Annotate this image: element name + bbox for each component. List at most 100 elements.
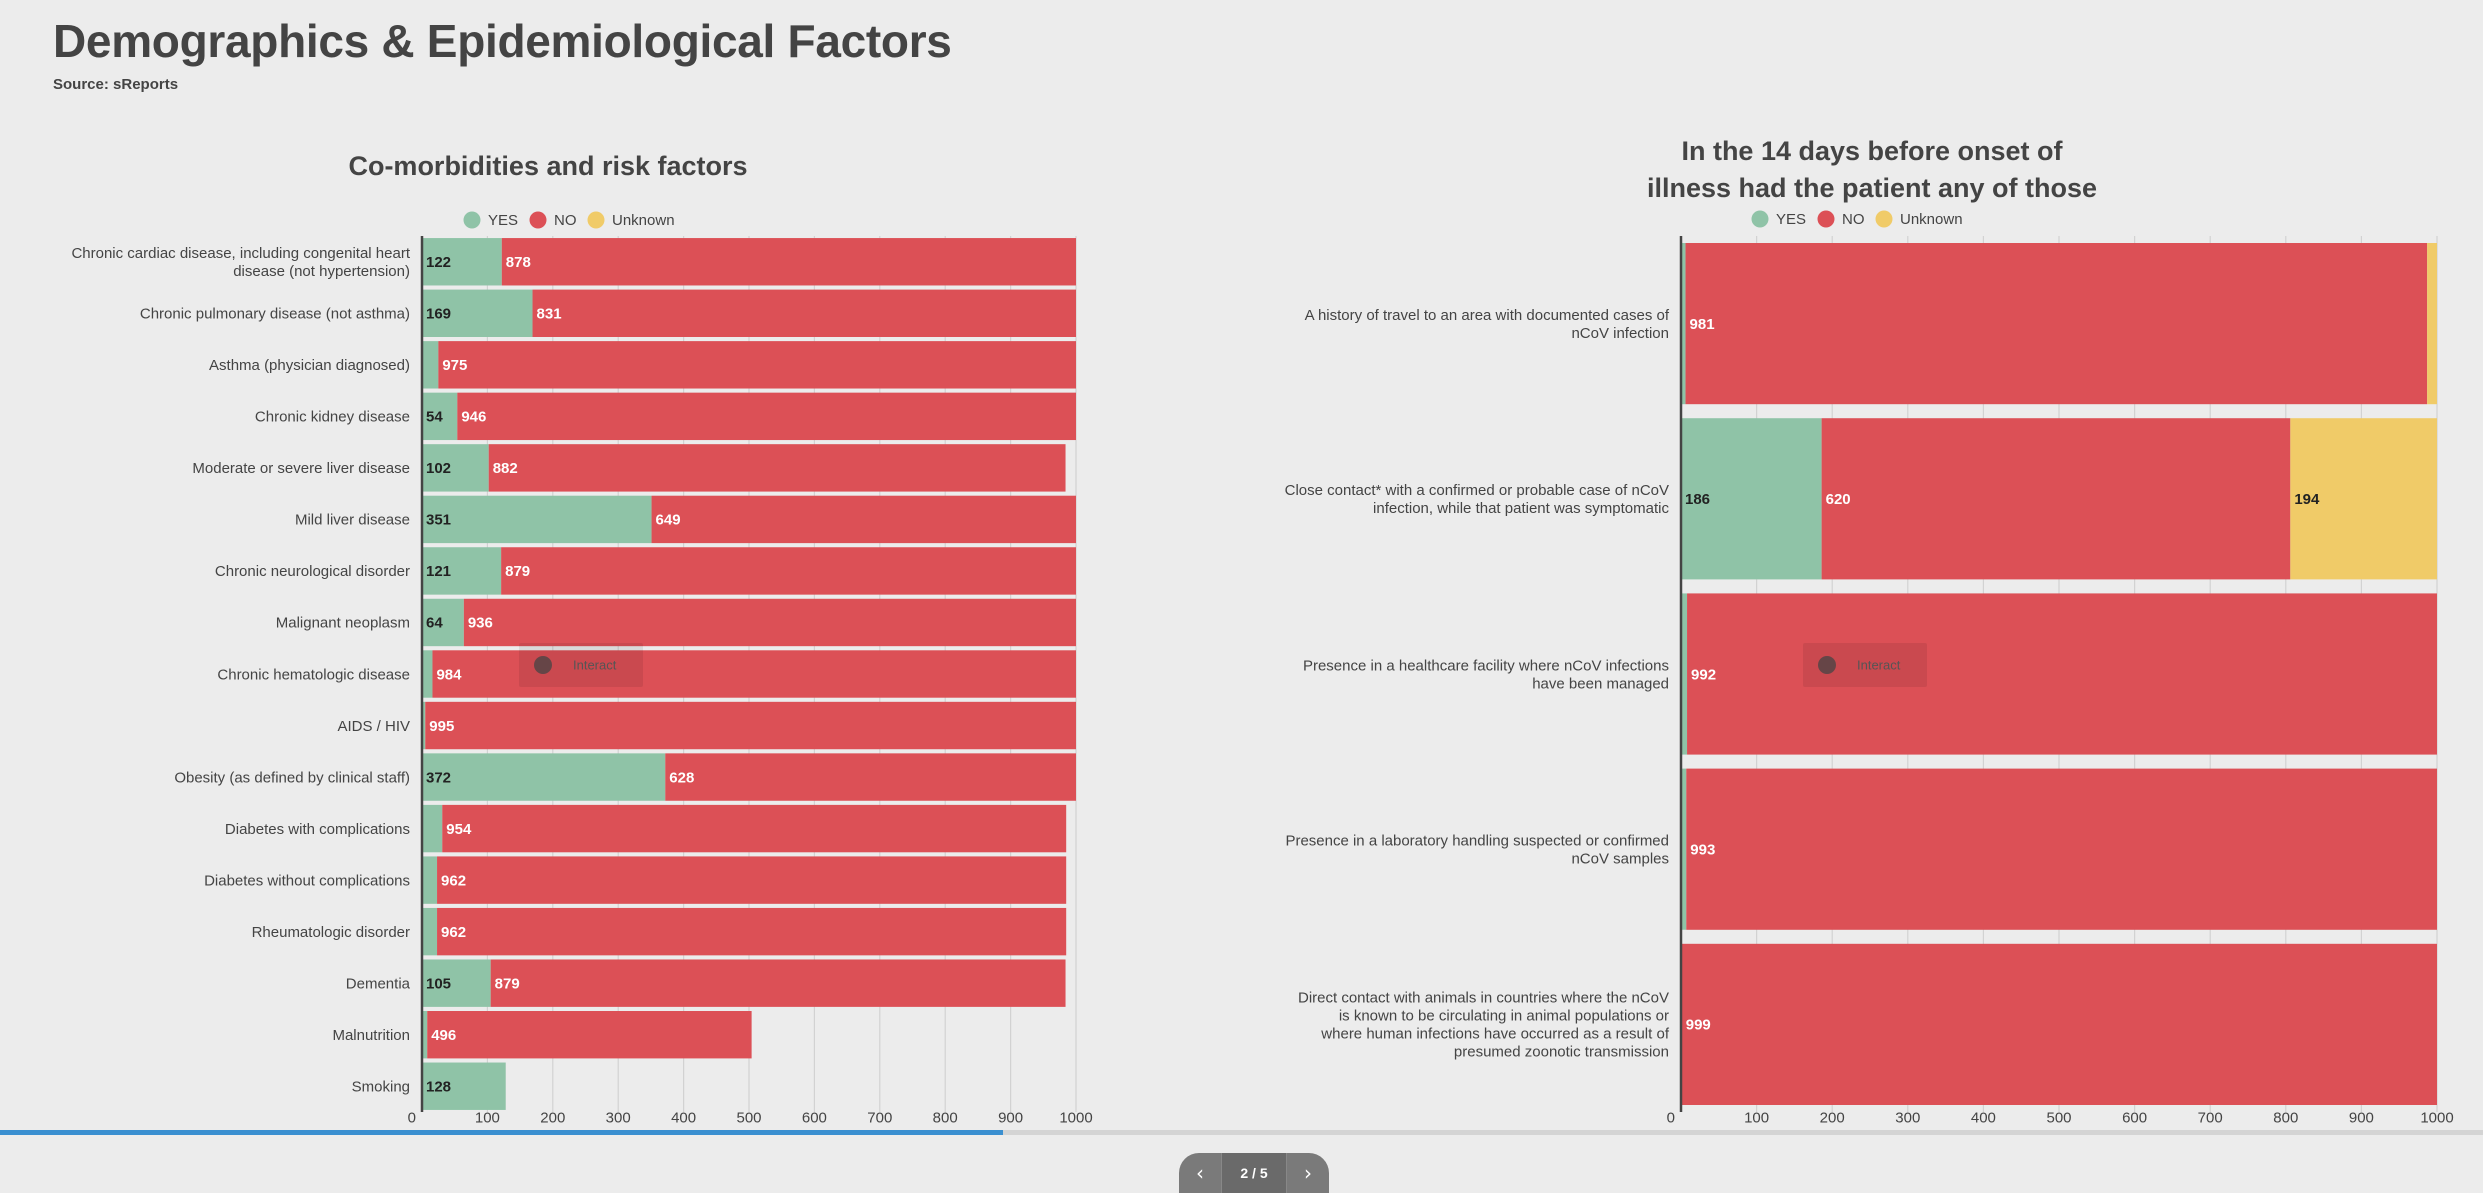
category-label: Dementia [346,975,411,992]
data-label-no: 975 [442,357,467,374]
bar-no[interactable] [651,495,1076,544]
bar-yes[interactable] [1681,768,1687,930]
data-label-no: 962 [441,924,466,941]
bar-no[interactable] [501,547,1076,595]
bar-yes[interactable] [422,547,502,595]
bar-unknown[interactable] [2427,243,2437,405]
chart-title-1: Co-morbidities and risk factors [348,151,747,181]
bar-no[interactable] [501,238,1077,286]
interact-label: Interact [1857,658,1901,673]
bar-yes[interactable] [422,701,426,750]
bar-no[interactable] [437,907,1067,956]
bar-no[interactable] [1681,943,2437,1105]
category-label: Close contact* with a confirmed or proba… [1285,482,1669,499]
bar-yes[interactable] [422,238,502,286]
category-label: Chronic hematologic disease [217,666,410,683]
bar-yes[interactable] [422,598,464,647]
category-label: Diabetes without complications [204,872,410,889]
bar-no[interactable] [442,804,1067,853]
interact-overlay[interactable] [1803,643,1927,687]
bar-yes[interactable] [422,1011,428,1059]
bar-yes[interactable] [422,856,438,904]
prev-slide-button[interactable]: ‹ [1179,1153,1221,1193]
x-tick-label: 0 [1667,1109,1675,1125]
x-tick-label: 900 [998,1109,1023,1125]
data-label-yes: 105 [426,975,451,992]
bar-yes[interactable] [422,1062,506,1110]
x-tick-label: 800 [933,1109,958,1125]
hand-pointer-icon [534,656,552,674]
bar-yes[interactable] [422,907,438,956]
data-label-no: 831 [537,306,562,323]
category-label: Mild liver disease [295,512,410,529]
data-label-no: 962 [441,872,466,889]
bar-no[interactable] [425,701,1076,750]
bar-yes[interactable] [422,650,433,698]
data-label-no: 984 [436,666,462,683]
data-label-yes: 54 [426,409,443,426]
bar-yes[interactable] [1681,418,1822,580]
category-label: disease (not hypertension) [233,263,410,280]
bar-no[interactable] [532,289,1076,337]
category-label: Asthma (physician diagnosed) [209,357,410,374]
page-source: Source: sReports [53,76,179,93]
bar-no[interactable] [463,598,1077,647]
data-label-no: 981 [1690,316,1715,333]
bar-no[interactable] [488,444,1066,492]
x-tick-label: 300 [606,1109,631,1125]
bar-unknown[interactable] [2290,418,2437,580]
bar-no[interactable] [1687,593,2437,755]
data-label-no: 496 [431,1027,456,1044]
bar-yes[interactable] [422,495,652,544]
data-label-no: 878 [506,254,531,271]
data-label-yes: 186 [1685,491,1710,508]
legend-label-no: NO [1842,211,1865,228]
category-label: nCoV samples [1571,850,1669,867]
slide-progress-fill [0,1130,1004,1135]
bar-no[interactable] [457,392,1076,441]
bar-no[interactable] [490,959,1066,1007]
category-label: Presence in a healthcare facility where … [1303,657,1669,674]
chart-title-2: illness had the patient any of those [1647,173,2097,203]
bar-yes[interactable] [422,753,666,801]
chart-title-2: In the 14 days before onset of [1681,136,2063,166]
bar-yes[interactable] [422,959,491,1007]
x-tick-label: 100 [475,1109,500,1125]
bar-yes[interactable] [422,289,533,337]
bar-no[interactable] [1686,768,2437,930]
category-label: Chronic cardiac disease, including conge… [71,245,410,262]
category-label: Diabetes with complications [225,821,410,838]
data-label-yes: 122 [426,254,451,271]
x-tick-label: 1000 [2420,1109,2453,1125]
next-slide-button[interactable]: › [1287,1153,1329,1193]
legend-label-no: NO [554,212,577,229]
bar-yes[interactable] [422,392,458,441]
x-tick-label: 500 [2046,1109,2071,1125]
bar-no[interactable] [427,1011,752,1059]
x-tick-label: 300 [1895,1109,1920,1125]
bar-no[interactable] [1685,243,2428,405]
bar-yes[interactable] [1681,243,1686,405]
category-label: A history of travel to an area with docu… [1305,307,1670,324]
category-label: infection, while that patient was sympto… [1373,500,1669,517]
bar-no[interactable] [437,856,1067,904]
category-label: Chronic neurological disorder [215,563,410,580]
x-tick-label: 900 [2349,1109,2374,1125]
legend-swatch-no [529,211,547,229]
bar-no[interactable] [1821,418,2291,580]
legend-swatch-no [1817,210,1835,228]
data-label-no: 879 [505,563,530,580]
data-label-unknown: 194 [2294,491,2320,508]
data-label-yes: 169 [426,306,451,323]
x-tick-label: 400 [671,1109,696,1125]
bar-yes[interactable] [422,804,443,853]
bar-yes[interactable] [422,341,439,389]
category-label: Chronic kidney disease [255,409,410,426]
category-label: nCoV infection [1571,325,1669,342]
bar-no[interactable] [665,753,1076,801]
bar-no[interactable] [438,341,1077,389]
interact-overlay[interactable] [519,643,643,687]
bar-yes[interactable] [422,444,489,492]
bar-yes[interactable] [1681,593,1688,755]
slide-counter: 2 / 5 [1221,1153,1287,1193]
